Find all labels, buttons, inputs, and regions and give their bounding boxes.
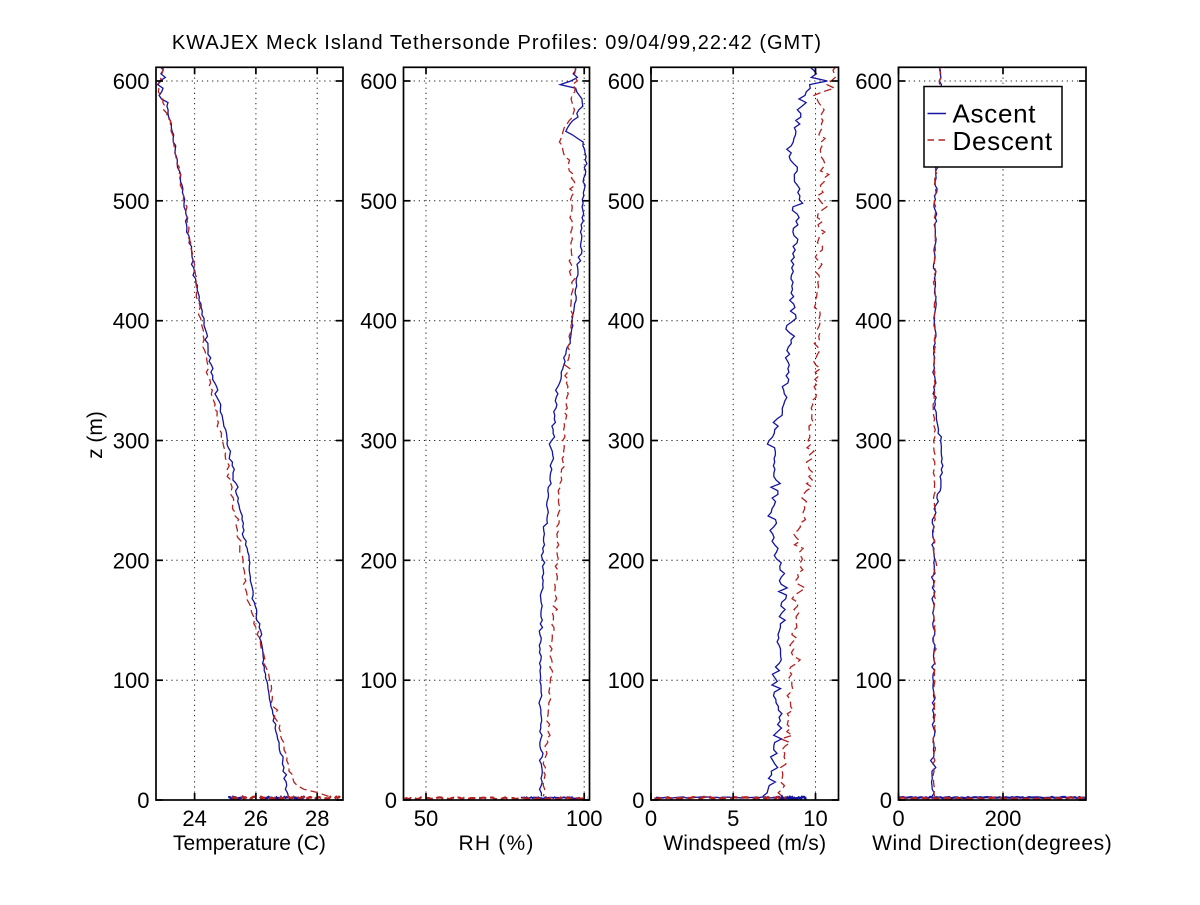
svg-text:RH (%): RH (%) bbox=[458, 832, 534, 855]
svg-text:Descent: Descent bbox=[953, 126, 1053, 156]
svg-text:0: 0 bbox=[645, 806, 657, 831]
svg-text:500: 500 bbox=[855, 189, 892, 214]
svg-text:100: 100 bbox=[113, 668, 150, 693]
svg-text:500: 500 bbox=[608, 189, 645, 214]
svg-text:Temperature (C): Temperature (C) bbox=[173, 832, 326, 855]
svg-text:300: 300 bbox=[113, 429, 150, 454]
svg-text:300: 300 bbox=[360, 429, 397, 454]
svg-text:600: 600 bbox=[113, 69, 150, 94]
svg-text:24: 24 bbox=[182, 806, 206, 831]
svg-text:26: 26 bbox=[244, 806, 268, 831]
svg-text:400: 400 bbox=[608, 309, 645, 334]
svg-text:100: 100 bbox=[608, 668, 645, 693]
svg-text:100: 100 bbox=[360, 668, 397, 693]
svg-text:0: 0 bbox=[892, 806, 904, 831]
svg-text:0: 0 bbox=[880, 788, 892, 813]
svg-text:200: 200 bbox=[608, 548, 645, 573]
svg-text:5: 5 bbox=[727, 806, 739, 831]
svg-text:200: 200 bbox=[985, 806, 1022, 831]
svg-text:0: 0 bbox=[137, 788, 149, 813]
svg-text:400: 400 bbox=[113, 309, 150, 334]
svg-text:Ascent: Ascent bbox=[953, 99, 1037, 129]
svg-text:600: 600 bbox=[608, 69, 645, 94]
svg-text:50: 50 bbox=[414, 806, 438, 831]
svg-text:500: 500 bbox=[360, 189, 397, 214]
svg-text:100: 100 bbox=[855, 668, 892, 693]
svg-text:400: 400 bbox=[360, 309, 397, 334]
svg-text:300: 300 bbox=[855, 429, 892, 454]
svg-text:200: 200 bbox=[113, 548, 150, 573]
svg-text:KWAJEX Meck Island Tethersonde: KWAJEX Meck Island Tethersonde Profiles:… bbox=[172, 32, 822, 54]
svg-text:500: 500 bbox=[113, 189, 150, 214]
svg-text:200: 200 bbox=[360, 548, 397, 573]
svg-text:Windspeed (m/s): Windspeed (m/s) bbox=[663, 832, 826, 855]
svg-text:z (m): z (m) bbox=[84, 411, 107, 459]
svg-text:Wind Direction(degrees): Wind Direction(degrees) bbox=[872, 832, 1112, 855]
svg-text:100: 100 bbox=[566, 806, 603, 831]
svg-text:400: 400 bbox=[855, 309, 892, 334]
svg-text:0: 0 bbox=[632, 788, 644, 813]
svg-text:200: 200 bbox=[855, 548, 892, 573]
svg-text:600: 600 bbox=[360, 69, 397, 94]
svg-text:600: 600 bbox=[855, 69, 892, 94]
svg-text:300: 300 bbox=[608, 429, 645, 454]
svg-text:0: 0 bbox=[385, 788, 397, 813]
svg-text:10: 10 bbox=[803, 806, 827, 831]
svg-text:28: 28 bbox=[305, 806, 329, 831]
